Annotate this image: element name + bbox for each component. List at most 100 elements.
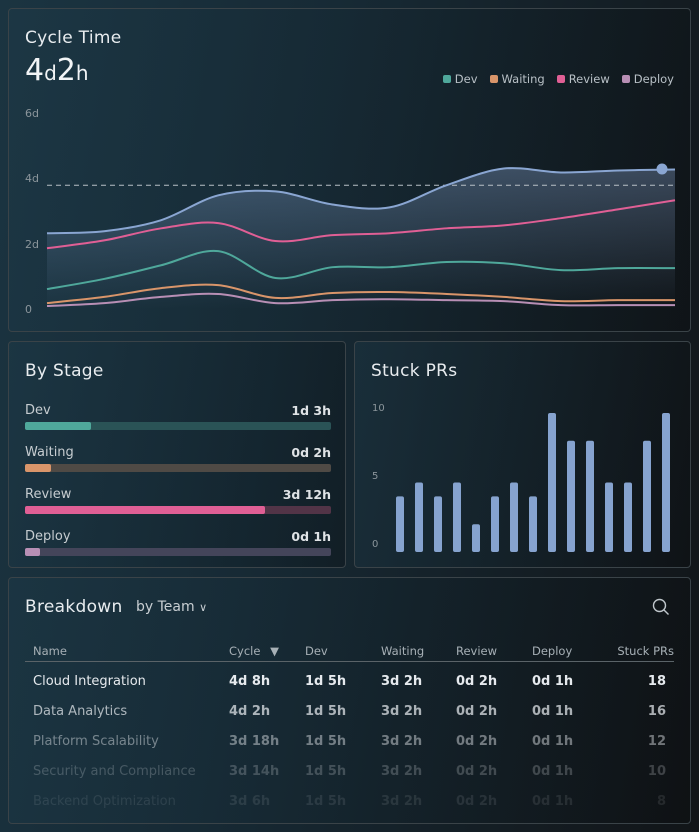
stage-value: 0d 1h [291, 529, 331, 544]
series-line-review [46, 199, 676, 250]
legend-item-review[interactable]: Review [556, 72, 610, 86]
stage-progress-bar [25, 548, 331, 556]
group-by-dropdown[interactable]: by Team ∨ [136, 599, 208, 615]
stuck-prs-bar[interactable] [605, 482, 613, 553]
table-row[interactable]: Backend Optimization 3d 6h 1d 5h 3d 2h 0d 2h… [9, 794, 690, 824]
stuck-prs-bar[interactable] [434, 496, 442, 552]
table-row[interactable]: Data Analytics 4d 2h 1d 5h 3d 2h 0d 2h 0d 1h 1… [9, 704, 690, 734]
legend-item-deploy[interactable]: Deploy [621, 72, 674, 86]
stage-name: Deploy [25, 529, 71, 544]
stage-name: Review [25, 487, 72, 502]
search-icon[interactable] [652, 598, 670, 616]
series-line-dev [46, 249, 676, 291]
cell-waiting: 3d 2h [381, 704, 423, 719]
column-header-deploy[interactable]: Deploy [532, 644, 573, 658]
legend-label: Dev [454, 72, 478, 86]
cell-dev: 1d 5h [305, 794, 347, 809]
cell-review: 0d 2h [456, 704, 498, 719]
breakdown-card: Breakdown by Team ∨ Name Cycle ▼ Dev Waitin… [8, 577, 691, 824]
cell-deploy: 0d 1h [532, 764, 574, 779]
y-tick: 6d [25, 107, 39, 120]
stage-value: 3d 12h [282, 487, 331, 502]
chart-legend: Dev Waiting Review Deploy [442, 72, 674, 86]
cell-stuck-prs: 8 [656, 794, 666, 809]
y-tick: 0 [25, 303, 32, 316]
stuck-prs-bar[interactable] [529, 496, 537, 552]
cycle-time-title: Cycle Time [25, 28, 122, 48]
legend-item-waiting[interactable]: Waiting [489, 72, 545, 86]
legend-item-dev[interactable]: Dev [442, 72, 478, 86]
stuck-prs-bar[interactable] [586, 440, 594, 552]
cell-cycle: 4d 2h [229, 704, 271, 719]
cell-name: Backend Optimization [33, 794, 176, 809]
stuck-prs-bar[interactable] [510, 482, 518, 553]
y-tick: 10 [372, 403, 385, 414]
stage-review: Review 3d 12h [25, 487, 331, 514]
cell-cycle: 3d 18h [229, 734, 280, 749]
stage-waiting: Waiting 0d 2h [25, 445, 331, 472]
cell-stuck-prs: 12 [647, 734, 666, 749]
cell-waiting: 3d 2h [381, 764, 423, 779]
stage-dev: Dev 1d 3h [25, 403, 331, 430]
y-tick: 0 [372, 539, 379, 550]
stuck-prs-bar[interactable] [662, 413, 670, 552]
stuck-prs-bar[interactable] [567, 440, 575, 552]
stage-progress-bar [25, 506, 331, 514]
legend-label: Deploy [633, 72, 674, 86]
legend-label: Waiting [501, 72, 545, 86]
stage-value: 1d 3h [291, 403, 331, 418]
stuck-prs-bar[interactable] [491, 496, 499, 552]
stage-progress-bar [25, 464, 331, 472]
stuck-prs-bar[interactable] [453, 482, 461, 553]
column-header-name[interactable]: Name [33, 644, 67, 658]
stuck-prs-bar[interactable] [624, 482, 632, 553]
column-header-waiting[interactable]: Waiting [381, 644, 425, 658]
series-line-deploy [46, 292, 675, 308]
legend-swatch [442, 75, 451, 83]
legend-swatch [556, 75, 565, 83]
cell-stuck-prs: 18 [647, 674, 666, 689]
column-header-cycle[interactable]: Cycle ▼ [229, 644, 279, 658]
cell-dev: 1d 5h [305, 704, 347, 719]
current-point-marker[interactable] [656, 163, 668, 175]
stage-name: Dev [25, 403, 51, 418]
table-row[interactable]: Platform Scalability 3d 18h 1d 5h 3d 2h 0d 2… [9, 734, 690, 764]
table-row[interactable]: Cloud Integration 4d 8h 1d 5h 3d 2h 0d 2h 0d … [9, 674, 690, 704]
stuck-prs-bar[interactable] [548, 413, 556, 552]
cell-deploy: 0d 1h [532, 674, 574, 689]
by-stage-title: By Stage [25, 361, 104, 381]
stage-progress-fill [25, 548, 41, 556]
cell-review: 0d 2h [456, 734, 498, 749]
legend-swatch [489, 75, 498, 83]
cell-dev: 1d 5h [305, 764, 347, 779]
cell-review: 0d 2h [456, 674, 498, 689]
cell-cycle: 4d 8h [229, 674, 271, 689]
column-header-review[interactable]: Review [456, 644, 498, 658]
cell-name: Platform Scalability [33, 734, 159, 749]
stage-deploy: Deploy 0d 1h [25, 529, 331, 556]
stage-progress-fill [25, 422, 91, 430]
stage-progress-bar [25, 422, 331, 430]
stuck-prs-bar[interactable] [396, 496, 404, 552]
cell-review: 0d 2h [456, 764, 498, 779]
stage-value: 0d 2h [291, 445, 331, 460]
stuck-prs-bar[interactable] [643, 440, 651, 552]
stuck-prs-title: Stuck PRs [371, 361, 458, 381]
header-divider [25, 661, 674, 662]
stuck-prs-bar[interactable] [472, 524, 480, 552]
column-header-stuck-prs[interactable]: Stuck PRs [617, 644, 674, 658]
cell-cycle: 3d 14h [229, 764, 280, 779]
cell-deploy: 0d 1h [532, 734, 574, 749]
cycle-time-value: 4d2h [25, 53, 89, 88]
table-row[interactable]: Security and Compliance 3d 14h 1d 5h 3d 2h 0… [9, 764, 690, 794]
column-header-dev[interactable]: Dev [305, 644, 328, 658]
legend-label: Review [568, 72, 610, 86]
cell-deploy: 0d 1h [532, 794, 574, 809]
cell-waiting: 3d 2h [381, 794, 423, 809]
stage-progress-fill [25, 464, 51, 472]
by-stage-card: By Stage Dev 1d 3h Waiting 0d 2h Review 3d … [8, 341, 346, 568]
series-line-waiting [46, 283, 676, 305]
stuck-prs-bar[interactable] [415, 482, 423, 553]
y-tick: 2d [25, 238, 39, 251]
total-area [47, 168, 675, 309]
